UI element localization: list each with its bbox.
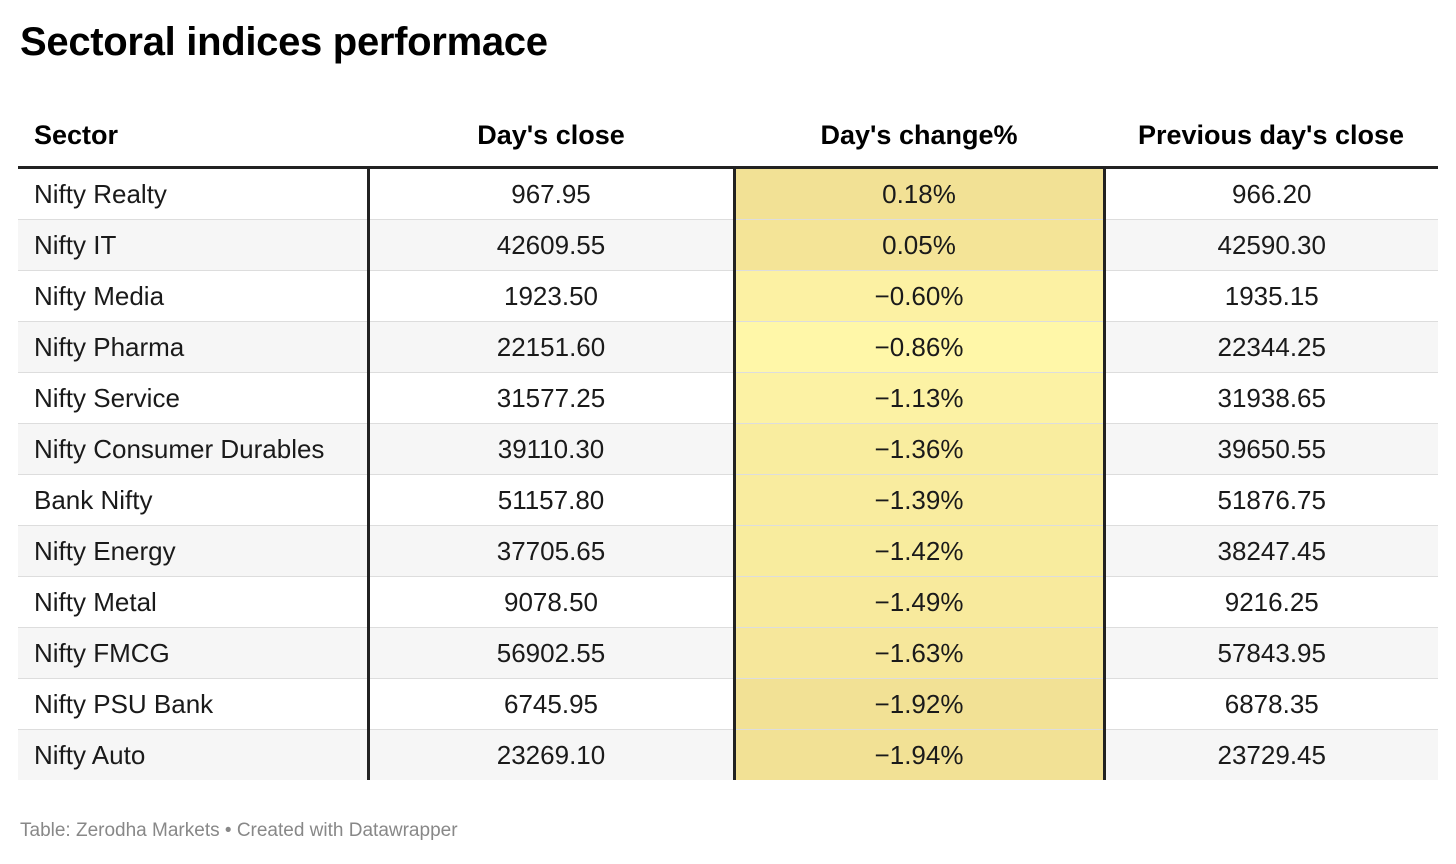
header-row: Sector Day's close Day's change% Previou… (18, 104, 1438, 169)
table-row: Nifty PSU Bank 6745.95 −1.92% 6878.35 (18, 678, 1438, 730)
cell-days-close: 1923.50 (368, 270, 736, 322)
table-row: Nifty Media 1923.50 −0.60% 1935.15 (18, 270, 1438, 322)
table-row: Nifty Service 31577.25 −1.13% 31938.65 (18, 372, 1438, 424)
cell-sector: Nifty Realty (18, 167, 370, 220)
sector-table: Sector Day's close Day's change% Previou… (18, 104, 1438, 780)
table-row: Bank Nifty 51157.80 −1.39% 51876.75 (18, 474, 1438, 526)
cell-previous-close: 42590.30 (1104, 219, 1438, 271)
cell-days-close: 23269.10 (368, 729, 736, 780)
table-row: Nifty Realty 967.95 0.18% 966.20 (18, 167, 1438, 220)
footer-source: Table: Zerodha Markets (20, 820, 220, 841)
cell-days-change: −0.60% (734, 270, 1106, 322)
cell-days-change: −1.36% (734, 423, 1106, 475)
cell-previous-close: 9216.25 (1104, 576, 1438, 628)
cell-sector: Nifty PSU Bank (18, 678, 370, 730)
table-row: Nifty Energy 37705.65 −1.42% 38247.45 (18, 525, 1438, 577)
column-header-previous-close[interactable]: Previous day's close (1104, 104, 1438, 169)
cell-previous-close: 31938.65 (1104, 372, 1438, 424)
cell-days-close: 56902.55 (368, 627, 736, 679)
cell-days-close: 51157.80 (368, 474, 736, 526)
footer-separator: • (224, 820, 232, 841)
cell-previous-close: 1935.15 (1104, 270, 1438, 322)
cell-days-close: 39110.30 (368, 423, 736, 475)
cell-days-change: −1.49% (734, 576, 1106, 628)
cell-days-close: 31577.25 (368, 372, 736, 424)
cell-days-close: 967.95 (368, 167, 736, 220)
table-body: Nifty Realty 967.95 0.18% 966.20 Nifty IT 426… (18, 167, 1438, 780)
column-header-days-close[interactable]: Day's close (368, 104, 734, 169)
cell-days-change: 0.05% (734, 219, 1106, 271)
cell-previous-close: 22344.25 (1104, 321, 1438, 373)
cell-days-change: −1.92% (734, 678, 1106, 730)
chart-title: Sectoral indices performace (20, 20, 548, 64)
cell-sector: Nifty Metal (18, 576, 370, 628)
cell-sector: Nifty Consumer Durables (18, 423, 370, 475)
footer-credit: Created with Datawrapper (236, 820, 458, 841)
cell-sector: Nifty Pharma (18, 321, 370, 373)
cell-previous-close: 57843.95 (1104, 627, 1438, 679)
cell-sector: Nifty Media (18, 270, 370, 322)
table-row: Nifty Consumer Durables 39110.30 −1.36% 396… (18, 423, 1438, 475)
table-row: Nifty Metal 9078.50 −1.49% 9216.25 (18, 576, 1438, 628)
cell-days-close: 6745.95 (368, 678, 736, 730)
cell-previous-close: 23729.45 (1104, 729, 1438, 780)
cell-sector: Nifty Service (18, 372, 370, 424)
cell-sector: Nifty Energy (18, 525, 370, 577)
table-row: Nifty Auto 23269.10 −1.94% 23729.45 (18, 729, 1438, 780)
cell-previous-close: 966.20 (1104, 167, 1438, 220)
cell-days-close: 42609.55 (368, 219, 736, 271)
cell-previous-close: 51876.75 (1104, 474, 1438, 526)
column-header-days-change[interactable]: Day's change% (734, 104, 1104, 169)
cell-previous-close: 39650.55 (1104, 423, 1438, 475)
cell-days-close: 9078.50 (368, 576, 736, 628)
table-row: Nifty Pharma 22151.60 −0.86% 22344.25 (18, 321, 1438, 373)
cell-days-change: −1.94% (734, 729, 1106, 780)
cell-days-change: −1.13% (734, 372, 1106, 424)
table-row: Nifty FMCG 56902.55 −1.63% 57843.95 (18, 627, 1438, 679)
cell-days-change: −1.39% (734, 474, 1106, 526)
cell-sector: Nifty IT (18, 219, 370, 271)
footer: Table: Zerodha Markets • Created with Da… (20, 820, 458, 842)
cell-days-change: −1.63% (734, 627, 1106, 679)
cell-days-change: −0.86% (734, 321, 1106, 373)
cell-days-close: 22151.60 (368, 321, 736, 373)
cell-previous-close: 6878.35 (1104, 678, 1438, 730)
table-row: Nifty IT 42609.55 0.05% 42590.30 (18, 219, 1438, 271)
cell-sector: Nifty FMCG (18, 627, 370, 679)
column-header-sector[interactable]: Sector (18, 104, 368, 169)
cell-days-change: 0.18% (734, 167, 1106, 220)
cell-days-change: −1.42% (734, 525, 1106, 577)
cell-previous-close: 38247.45 (1104, 525, 1438, 577)
cell-sector: Nifty Auto (18, 729, 370, 780)
cell-days-close: 37705.65 (368, 525, 736, 577)
cell-sector: Bank Nifty (18, 474, 370, 526)
